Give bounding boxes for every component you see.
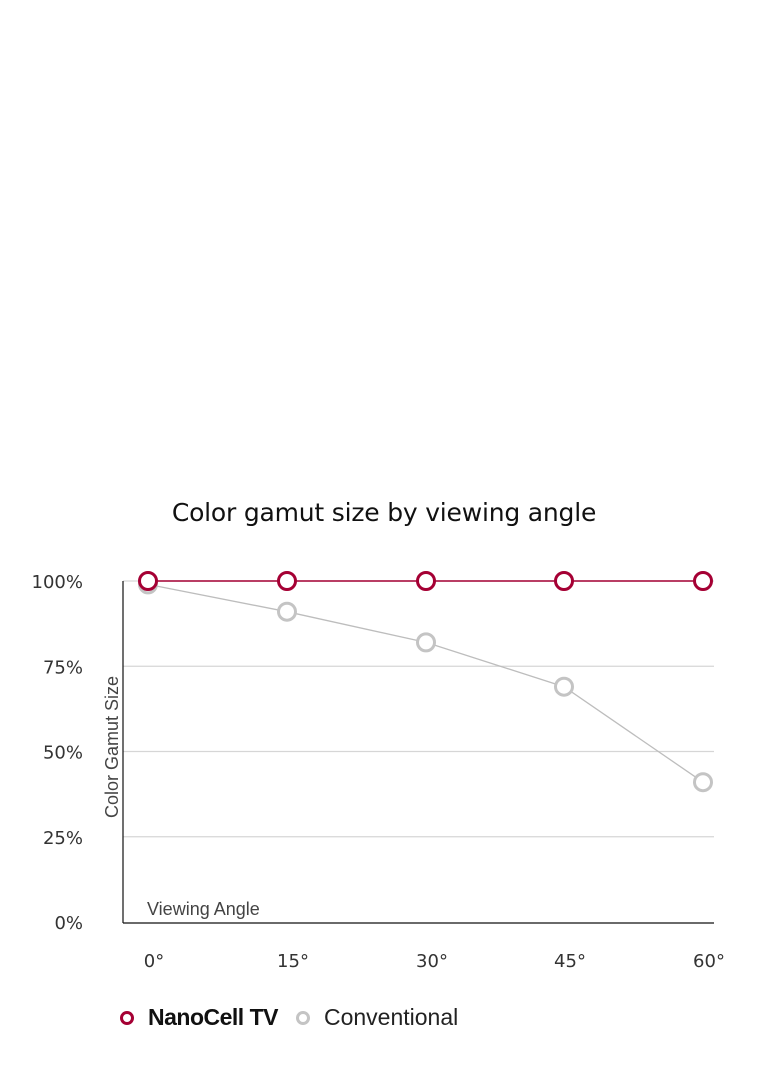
- series-lines: [138, 571, 713, 793]
- data-point-marker[interactable]: [277, 571, 297, 591]
- data-point-marker[interactable]: [693, 772, 713, 793]
- x-tick-label: 45°: [554, 951, 586, 972]
- circle-marker-icon: [295, 1010, 310, 1025]
- data-point-marker[interactable]: [138, 571, 158, 591]
- data-point-marker[interactable]: [693, 571, 713, 591]
- legend: NanoCell TV Conventional: [120, 1004, 476, 1031]
- data-point-marker[interactable]: [277, 601, 297, 622]
- y-tick-label: 50%: [43, 743, 83, 764]
- circle-marker-icon: [120, 1010, 134, 1025]
- legend-item-nanocell[interactable]: NanoCell TV: [120, 1004, 278, 1031]
- y-axis-label: Color Gamut Size: [102, 676, 122, 818]
- data-point-marker[interactable]: [416, 632, 436, 653]
- y-tick-label: 0%: [54, 913, 83, 934]
- line-chart: 100% 75% 50% 25% 0% 0° 15° 30° 45° 60° Color Gam…: [32, 571, 725, 972]
- conventional-line: [147, 583, 704, 783]
- legend-label: NanoCell TV: [148, 1004, 278, 1030]
- legend-item-conventional[interactable]: Conventional: [295, 1004, 459, 1031]
- x-axis-ticks: 0° 15° 30° 45° 60°: [144, 951, 725, 972]
- data-point-marker[interactable]: [554, 676, 574, 697]
- data-point-marker[interactable]: [554, 571, 574, 591]
- x-tick-label: 0°: [144, 951, 164, 972]
- y-tick-label: 100%: [32, 572, 83, 593]
- chart-title: Color gamut size by viewing angle: [171, 498, 597, 527]
- y-tick-label: 75%: [43, 657, 83, 678]
- x-axis-label: Viewing Angle: [147, 899, 260, 919]
- x-tick-label: 60°: [693, 951, 725, 972]
- y-tick-label: 25%: [43, 828, 83, 849]
- x-tick-label: 30°: [416, 951, 448, 972]
- data-point-marker[interactable]: [416, 571, 436, 591]
- legend-label: Conventional: [323, 1004, 459, 1030]
- x-tick-label: 15°: [277, 951, 309, 972]
- gridlines: [123, 580, 714, 838]
- y-axis-ticks: 100% 75% 50% 25% 0%: [32, 572, 83, 934]
